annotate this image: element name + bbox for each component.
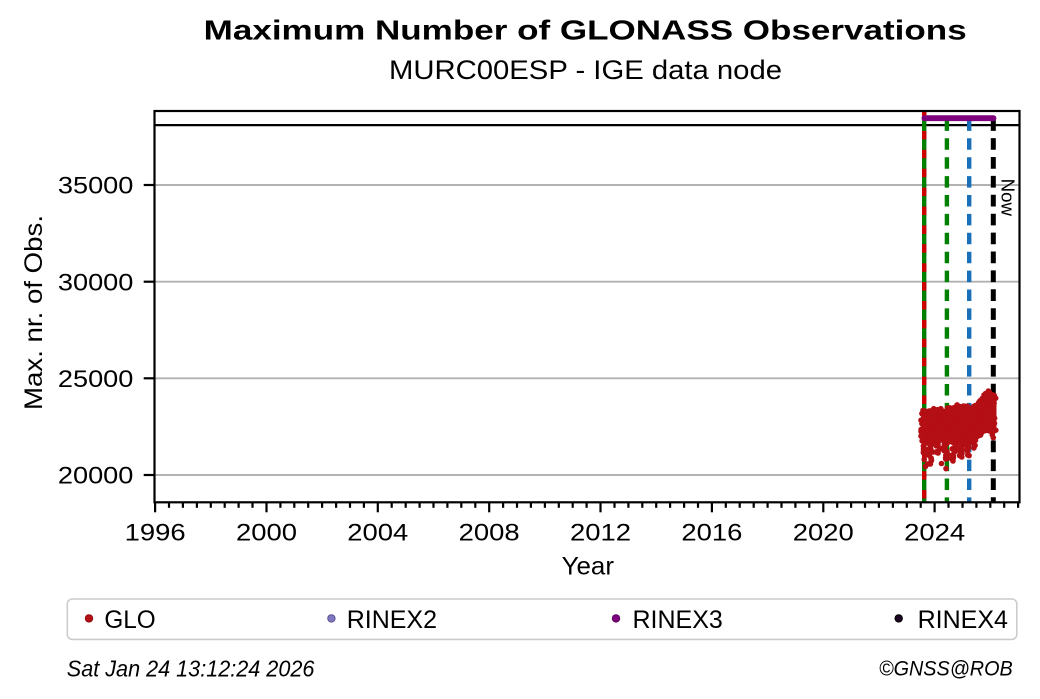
svg-text:©GNSS@ROB: ©GNSS@ROB <box>879 657 1013 681</box>
svg-text:2000: 2000 <box>236 520 297 547</box>
svg-text:20000: 20000 <box>58 463 134 490</box>
svg-text:MURC00ESP - IGE data node: MURC00ESP - IGE data node <box>389 55 782 85</box>
svg-text:RINEX4: RINEX4 <box>918 606 1008 634</box>
svg-text:25000: 25000 <box>58 366 134 393</box>
svg-text:30000: 30000 <box>58 269 134 296</box>
svg-text:2020: 2020 <box>793 520 854 547</box>
svg-text:2008: 2008 <box>459 520 520 547</box>
svg-text:Maximum Number of GLONASS Obse: Maximum Number of GLONASS Observations <box>204 15 967 46</box>
svg-text:2024: 2024 <box>904 520 965 547</box>
svg-text:Sat Jan 24 13:12:24 2026: Sat Jan 24 13:12:24 2026 <box>67 656 315 682</box>
svg-text:2016: 2016 <box>681 520 742 547</box>
svg-text:Now: Now <box>998 179 1018 217</box>
svg-text:RINEX2: RINEX2 <box>347 606 437 634</box>
svg-text:2004: 2004 <box>347 520 408 547</box>
svg-text:Year: Year <box>562 553 614 581</box>
svg-text:35000: 35000 <box>58 173 134 200</box>
svg-text:2012: 2012 <box>570 520 631 547</box>
svg-text:1996: 1996 <box>125 520 186 547</box>
svg-text:GLO: GLO <box>104 606 155 634</box>
svg-text:RINEX3: RINEX3 <box>633 606 723 634</box>
svg-text:Max. nr. of Obs.: Max. nr. of Obs. <box>20 215 48 410</box>
